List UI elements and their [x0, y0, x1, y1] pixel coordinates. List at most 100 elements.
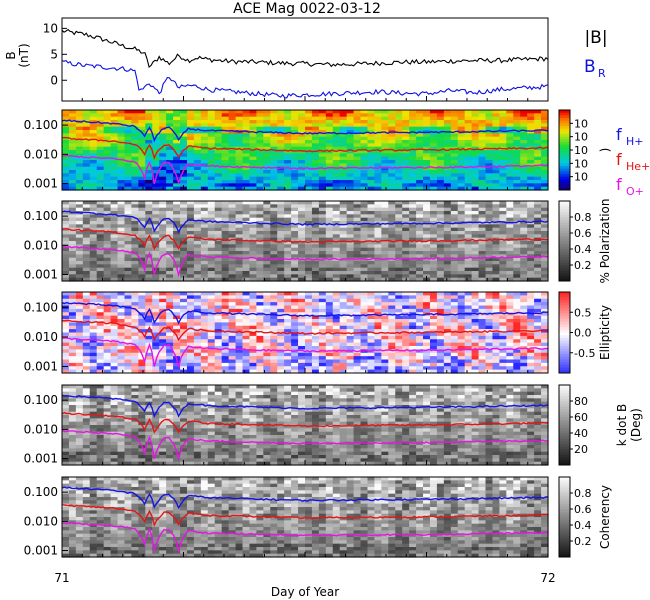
spectrogram-cell: [332, 183, 341, 188]
spectrogram-cell: [200, 133, 209, 138]
spectrogram-cell: [520, 123, 528, 128]
spectrogram-cell: [527, 244, 535, 249]
spectrogram-cell: [152, 160, 160, 164]
spectrogram-cell: [89, 319, 98, 323]
spectrogram-cell: [339, 366, 348, 371]
spectrogram-cell: [416, 217, 424, 222]
spectrogram-cell: [235, 298, 244, 303]
spectrogram-cell: [346, 123, 355, 128]
spectrogram-cell: [298, 254, 306, 259]
spectrogram-cell: [82, 356, 91, 361]
spectrogram-cell: [527, 126, 535, 131]
spectrogram-cell: [416, 166, 424, 171]
spectrogram-cell: [311, 362, 320, 367]
spectrogram-cell: [103, 113, 112, 118]
spectrogram-cell: [166, 224, 174, 229]
spectrogram-cell: [110, 231, 119, 235]
spectrogram-cell: [360, 312, 369, 317]
spectrogram-cell: [200, 251, 209, 255]
spectrogram-cell: [200, 123, 209, 128]
spectrogram-cell: [464, 277, 473, 282]
spectrogram-cell: [124, 227, 133, 232]
spectrogram-cell: [117, 315, 126, 320]
spectrogram-cell: [506, 254, 514, 259]
spectrogram-cell: [103, 140, 112, 144]
spectrogram-cell: [207, 305, 216, 310]
spectrogram-cell: [305, 140, 313, 144]
spectrogram-cell: [471, 150, 480, 154]
spectrogram-cell: [416, 237, 424, 242]
spectrogram-cell: [89, 362, 98, 367]
spectrogram-cell: [541, 173, 549, 178]
spectrogram-cell: [256, 349, 264, 354]
spectrogram-cell: [166, 214, 174, 219]
spectrogram-cell: [298, 234, 306, 239]
spectrogram-cell: [256, 305, 264, 310]
spectrogram-cell: [193, 110, 202, 114]
spectrogram-cell: [110, 123, 119, 128]
spectrogram-cell: [221, 254, 230, 259]
spectrogram-cell: [541, 183, 549, 188]
series-line-b-magnitude: [61, 28, 549, 68]
gyrofrequency-line-h: [61, 210, 549, 234]
spectrogram-cell: [534, 257, 542, 262]
spectrogram-cell: [541, 251, 549, 255]
spectrogram-cell: [152, 305, 160, 310]
spectrogram-cell: [186, 261, 195, 265]
spectrogram-cell: [173, 221, 181, 225]
spectrogram-cell: [416, 244, 424, 249]
spectrogram-cell: [193, 176, 202, 181]
spectrogram-cell: [173, 183, 181, 188]
spectrogram-cell: [409, 211, 417, 215]
spectrogram-cell: [457, 156, 466, 161]
spectrogram-cell: [339, 170, 348, 174]
spectrogram-cell: [298, 247, 306, 252]
spectrogram-cell: [436, 359, 445, 364]
spectrogram-cell: [68, 163, 77, 168]
spectrogram-cell: [242, 356, 251, 361]
spectrogram-cell: [443, 143, 452, 148]
spectrogram-cell: [131, 163, 139, 168]
spectrogram-cell: [193, 319, 202, 323]
spectrogram-cell: [541, 224, 549, 229]
spectrogram-cell: [235, 325, 244, 330]
spectrogram-cell: [402, 120, 410, 124]
spectrogram-cell: [68, 315, 77, 320]
spectrogram-cell: [62, 369, 70, 374]
spectrogram-cell: [318, 180, 327, 184]
spectrogram-cell: [68, 201, 77, 205]
spectrogram-cell: [263, 133, 271, 138]
spectrogram-cell: [75, 254, 84, 259]
spectrogram-cell: [471, 261, 480, 265]
spectrogram-cell: [464, 116, 473, 121]
spectrogram-cell: [513, 130, 521, 134]
spectrogram-cell: [62, 267, 70, 272]
spectrogram-cell: [527, 207, 535, 212]
spectrogram-cell: [173, 214, 181, 219]
spectrogram-cell: [242, 204, 251, 209]
spectrogram-cell: [270, 356, 278, 361]
spectrogram-cell: [263, 180, 271, 184]
spectrogram-cell: [145, 267, 153, 272]
spectrogram-cell: [82, 329, 91, 334]
spectrogram-cell: [339, 308, 348, 313]
spectrogram-cell: [332, 366, 341, 371]
spectrogram-cell: [423, 319, 431, 323]
spectrogram-cell: [117, 126, 126, 131]
spectrogram-cell: [311, 352, 320, 357]
spectrogram-cell: [367, 366, 376, 371]
spectrogram-cell: [339, 126, 348, 131]
spectrogram-cell: [96, 322, 105, 327]
spectrogram-cell: [318, 312, 327, 317]
spectrogram-cell: [277, 214, 285, 219]
spectrogram-cell: [353, 186, 362, 191]
spectrogram-cell: [423, 264, 431, 269]
spectrogram-cell: [96, 176, 105, 181]
spectrogram-cell: [117, 180, 126, 184]
spectrogram-cell: [235, 204, 244, 209]
spectrogram-cell: [381, 325, 389, 330]
spectrogram-cell: [541, 110, 549, 114]
spectrogram-cell: [277, 150, 285, 154]
spectrogram-cell: [166, 231, 174, 235]
spectrogram-cell: [499, 186, 507, 191]
